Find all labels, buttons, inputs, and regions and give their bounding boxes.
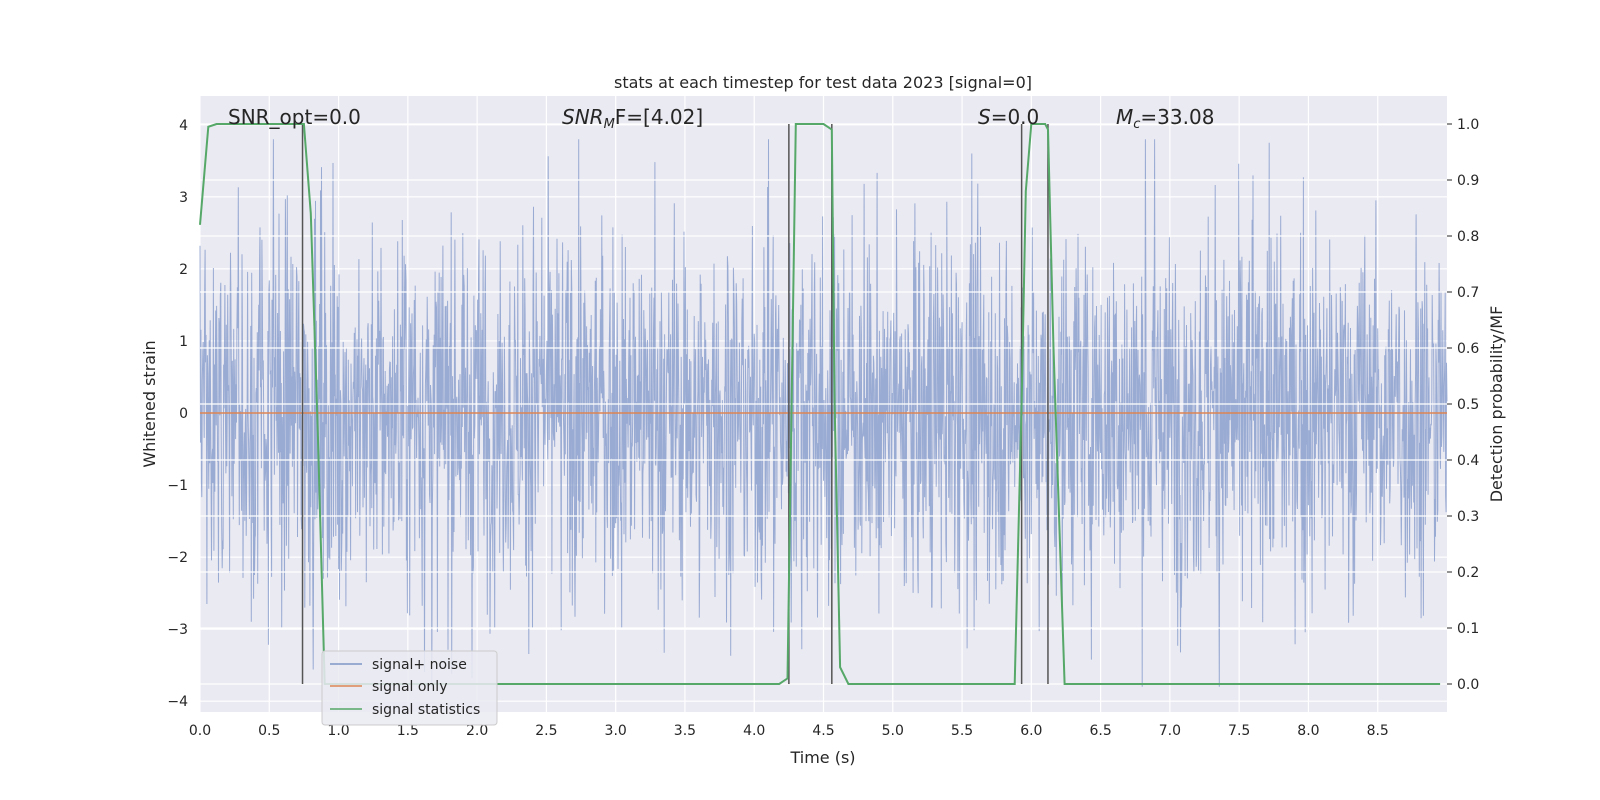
x-tick-label: 0.5 <box>258 723 280 739</box>
legend: signal+ noise signal only signal statist… <box>321 650 498 726</box>
y-tick-label: 2 <box>179 262 188 278</box>
y2-tick-label: 0.1 <box>1457 621 1479 637</box>
x-tick-label: 5.0 <box>882 723 904 739</box>
y-axis-ticks: 4 3 2 1 0 −1 −2 −3 −4 <box>167 118 188 710</box>
x-tick-label: 2.5 <box>535 723 557 739</box>
x-tick-label: 8.0 <box>1297 723 1319 739</box>
y-tick-label: −3 <box>167 622 188 638</box>
y-tick-label: −4 <box>167 694 188 710</box>
y2-tick-label: 0.3 <box>1457 509 1479 525</box>
x-tick-label: 8.5 <box>1367 723 1389 739</box>
y-axis-label: Whitened strain <box>140 340 159 467</box>
x-tick-label: 4.0 <box>743 723 765 739</box>
y2-tick-label: 0.0 <box>1457 677 1479 693</box>
annotation-s-var: S <box>978 105 991 129</box>
x-axis-ticks: 0.0 0.5 1.0 1.5 2.0 2.5 3.0 3.5 4.0 4.5 5.0 5.5 6.0 6… <box>189 723 1389 739</box>
x-tick-label: 3.0 <box>605 723 627 739</box>
y2-tick-label: 0.9 <box>1457 173 1479 189</box>
annotation-snr-mf-base: SNR <box>562 105 604 129</box>
annotation-mc-base: M <box>1116 105 1133 129</box>
y-tick-label: −1 <box>167 478 188 494</box>
y-tick-label: 0 <box>179 406 188 422</box>
x-tick-label: 4.5 <box>812 723 834 739</box>
x-tick-label: 6.0 <box>1020 723 1042 739</box>
y2-tick-label: 0.6 <box>1457 341 1479 357</box>
annotation-snr-mf: SNRMF=[4.02] <box>562 105 703 132</box>
x-tick-label: 0.0 <box>189 723 211 739</box>
x-tick-label: 7.5 <box>1228 723 1250 739</box>
annotation-s: S=0.0 <box>978 105 1039 129</box>
annotation-mc: Mc=33.08 <box>1116 105 1214 132</box>
y-tick-label: 3 <box>179 190 188 206</box>
y2-tick-label: 1.0 <box>1457 117 1479 133</box>
legend-label-signal-only: signal only <box>372 679 447 695</box>
x-tick-label: 1.0 <box>327 723 349 739</box>
y2-tick-label: 0.2 <box>1457 565 1479 581</box>
annotation-snr-mf-rest: F=[4.02] <box>615 105 703 129</box>
line-signal-statistics <box>199 123 1441 685</box>
annotations: SNR_opt=0.0 SNRMF=[4.02] S=0.0 Mc=33.08 <box>228 105 1214 132</box>
annotation-snr-mf-sub: M <box>604 117 615 132</box>
x-tick-label: 5.5 <box>951 723 973 739</box>
annotation-s-rest: =0.0 <box>991 105 1040 129</box>
x-axis-label: Time (s) <box>789 748 855 767</box>
line-signal-noise <box>199 139 1448 687</box>
x-tick-label: 1.5 <box>397 723 419 739</box>
y-tick-label: −2 <box>167 550 188 566</box>
x-tick-label: 7.0 <box>1159 723 1181 739</box>
y2-tick-label: 0.7 <box>1457 285 1479 301</box>
legend-label-signal-noise: signal+ noise <box>372 657 467 673</box>
annotation-snr-opt: SNR_opt=0.0 <box>228 105 361 129</box>
series-signal-noise <box>199 139 1448 687</box>
annotation-mc-sub: c <box>1133 117 1140 132</box>
x-tick-label: 2.0 <box>466 723 488 739</box>
legend-box <box>321 650 498 726</box>
y2-axis-label: Detection probability/MF <box>1487 306 1506 503</box>
y2-tick-label: 0.4 <box>1457 453 1479 469</box>
x-tick-label: 6.5 <box>1089 723 1111 739</box>
y2-axis-ticks: 1.0 0.9 0.8 0.7 0.6 0.5 0.4 0.3 0.2 0.1 0.0 <box>1447 117 1479 693</box>
y2-tick-label: 0.5 <box>1457 397 1479 413</box>
y2-tick-label: 0.8 <box>1457 229 1479 245</box>
y-tick-label: 1 <box>179 334 188 350</box>
chart-title: stats at each timestep for test data 202… <box>614 73 1032 92</box>
annotation-mc-rest: =33.08 <box>1140 105 1214 129</box>
legend-label-signal-statistics: signal statistics <box>372 702 480 718</box>
x-tick-label: 3.5 <box>674 723 696 739</box>
series-signal-statistics <box>199 123 1441 685</box>
y-tick-label: 4 <box>179 118 188 134</box>
